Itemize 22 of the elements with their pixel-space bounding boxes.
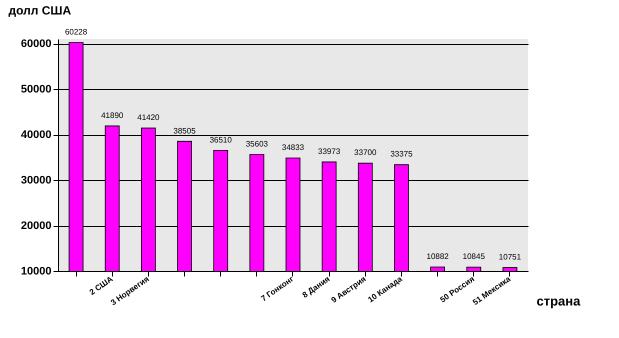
y-tick-label: 40000: [20, 129, 52, 142]
data-label: 36510: [210, 135, 232, 144]
data-label: 33973: [318, 146, 341, 156]
data-label: 35603: [246, 140, 269, 149]
data-label: 10751: [498, 252, 522, 262]
data-label: 60228: [64, 28, 88, 37]
data-label: 33700: [354, 148, 377, 158]
y-axis-title: долл США: [8, 4, 72, 18]
x-tick-label: 2 США: [88, 274, 115, 297]
data-label: 33375: [390, 150, 414, 159]
y-tick-label: 20000: [20, 220, 52, 232]
data-label: 41420: [137, 113, 160, 122]
y-tick-label: 60000: [20, 38, 52, 50]
y-tick-label: 50000: [20, 84, 52, 96]
data-label: 41890: [101, 110, 124, 120]
y-tick-label: 10000: [20, 266, 52, 278]
y-tick-label: 30000: [20, 174, 52, 187]
data-label: 38505: [173, 126, 196, 136]
data-label: 10882: [426, 252, 450, 261]
x-axis-title: страна: [536, 294, 582, 308]
data-label: 34833: [282, 143, 305, 152]
data-label: 10845: [462, 252, 486, 262]
